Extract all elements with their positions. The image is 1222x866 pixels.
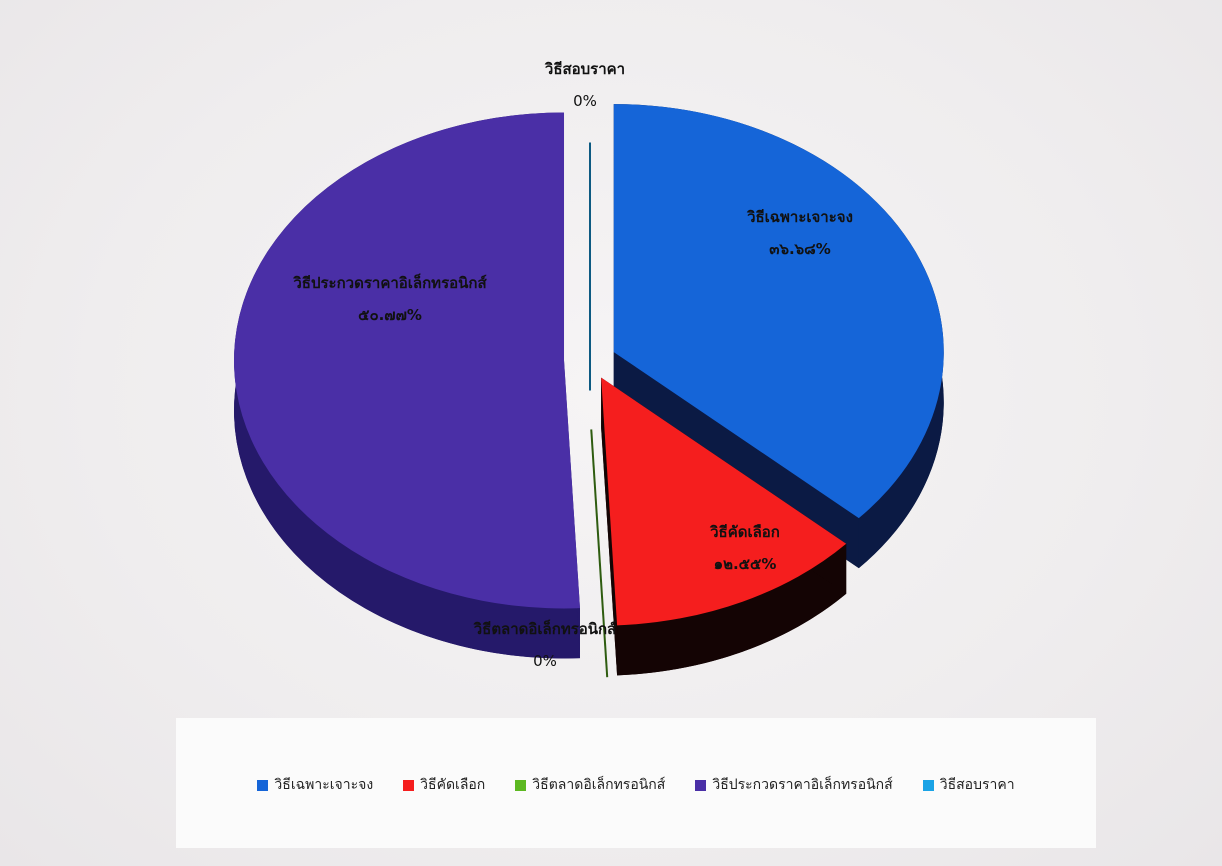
legend-swatch-4 [922, 779, 934, 791]
data-label-name-2: วิธีตลาดอิเล็กทรอนิกส์ [473, 619, 617, 638]
legend-swatch-0 [257, 779, 269, 791]
legend-list: วิธีเฉพาะเจาะจง วิธีคัดเลือก วิธีตลาดอิเล็… [176, 774, 1096, 796]
legend-swatch-3 [695, 779, 707, 791]
data-label-name-1: วิธีคัดเลือก [710, 523, 780, 541]
data-label-3: วิธีประกวดราคาอิเล็กทรอนิกส์๕๐.๗๗% [293, 273, 488, 324]
pie-slice-wall-1 [617, 543, 847, 676]
data-label-name-0: วิธีเฉพาะเจาะจง [747, 208, 853, 226]
legend-item-1: วิธีคัดเลือก [403, 774, 485, 796]
pie-slice-edge-1-1 [601, 377, 618, 676]
legend-label-2: วิธีตลาดอิเล็กทรอนิกส์ [532, 777, 666, 793]
data-label-value-4: 0% [573, 92, 597, 110]
data-label-name-3: วิธีประกวดราคาอิเล็กทรอนิกส์ [293, 273, 488, 292]
data-label-name-4: วิธีสอบราคา [544, 60, 625, 78]
legend-swatch-2 [515, 779, 527, 791]
pie-slice-1 [601, 377, 847, 626]
data-label-value-3: ๕๐.๗๗% [358, 306, 422, 324]
pie-slice-0 [613, 104, 944, 519]
data-label-value-2: 0% [533, 652, 557, 670]
data-label-value-1: ๑๒.๕๕% [714, 555, 777, 573]
legend-swatch-1 [403, 779, 415, 791]
pie-tops [234, 104, 944, 626]
legend-item-4: วิธีสอบราคา [922, 774, 1015, 796]
legend-label-3: วิธีประกวดราคาอิเล็กทรอนิกส์ [712, 777, 893, 793]
legend-label-0: วิธีเฉพาะเจาะจง [274, 777, 374, 793]
legend: วิธีเฉพาะเจาะจง วิธีคัดเลือก วิธีตลาดอิเล็… [176, 718, 1096, 848]
legend-item-2: วิธีตลาดอิเล็กทรอนิกส์ [515, 774, 665, 796]
data-label-value-0: ๓๖.๖๘% [769, 240, 831, 258]
pie-data-labels: วิธีเฉพาะเจาะจง๓๖.๖๘%วิธีคัดเลือก๑๒.๕๕%ว… [293, 60, 853, 670]
data-label-2: วิธีตลาดอิเล็กทรอนิกส์ 0% [473, 619, 617, 670]
legend-item-3: วิธีประกวดราคาอิเล็กทรอนิกส์ [695, 774, 893, 796]
legend-label-1: วิธีคัดเลือก [420, 777, 486, 793]
data-label-4: วิธีสอบราคา 0% [544, 60, 625, 110]
pie-slice-zero-2 [590, 429, 609, 678]
pie-slice-3 [234, 112, 580, 609]
legend-label-4: วิธีสอบราคา [939, 777, 1015, 793]
legend-item-0: วิธีเฉพาะเจาะจง [257, 774, 373, 796]
